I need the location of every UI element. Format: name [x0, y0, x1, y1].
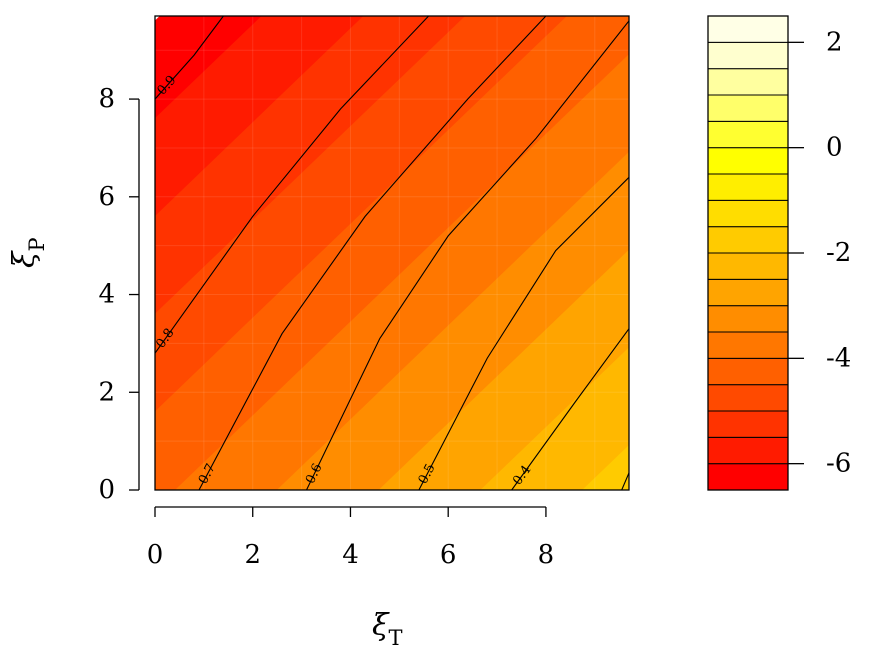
- x-tick-label: 8: [538, 540, 555, 570]
- colorbar-swatch: [707, 120, 789, 149]
- contour-line: [511, 328, 629, 490]
- y-tick-label: 6: [98, 182, 115, 212]
- grid-layer: [155, 16, 629, 490]
- colorbar-swatch: [707, 357, 789, 386]
- colorbar-swatch: [707, 278, 789, 307]
- y-tick-label: 4: [98, 280, 115, 310]
- colorbar-swatch: [707, 226, 789, 254]
- colorbar-swatch: [707, 199, 789, 228]
- x-tick-label: 0: [147, 540, 164, 570]
- colorbar-tick-label: -4: [826, 343, 851, 373]
- plot-frame: [154, 15, 630, 491]
- contour-band: [174, 54, 629, 490]
- colorbar-swatch: [707, 94, 789, 122]
- contour-line: [621, 472, 629, 490]
- contour-line: [155, 16, 429, 354]
- colorbar-swatch: [707, 15, 789, 43]
- colorbar-tick-label: 2: [826, 27, 843, 57]
- contour-band: [155, 16, 629, 490]
- contour-band: [582, 444, 629, 490]
- colorbar-swatch: [707, 305, 789, 333]
- y-tick-label: 2: [98, 377, 115, 407]
- colorbar-swatch: [707, 384, 789, 412]
- colorbar-swatch: [707, 147, 789, 175]
- colorbar-tick-label: -2: [826, 238, 851, 268]
- contour-line: [155, 16, 224, 100]
- colorbar-swatch: [707, 331, 789, 359]
- y-tick-label: 0: [98, 475, 115, 505]
- y-axis-label: ξP: [7, 237, 49, 268]
- contour-line: [306, 20, 629, 490]
- colorbar-tick-label: -6: [826, 449, 851, 479]
- x-tick-label: 2: [244, 540, 261, 570]
- colorbar: 2 0 -2 -4 -6: [707, 15, 851, 491]
- colorbar-swatch: [707, 463, 789, 491]
- x-tick-label: 6: [440, 540, 457, 570]
- colorbar-swatch: [707, 252, 789, 280]
- colorbar-swatch: [707, 436, 789, 465]
- x-axis-label: ξT: [372, 608, 403, 650]
- contour-line: [198, 16, 547, 490]
- colorbar-swatch: [707, 68, 789, 96]
- x-tick-label: 4: [342, 540, 359, 570]
- contour-band: [276, 151, 629, 490]
- contour-fill-layer: [155, 16, 629, 490]
- contour-band: [378, 249, 629, 490]
- colorbar-swatch: [707, 41, 789, 70]
- contour-line: [418, 176, 629, 490]
- y-axis: 0 2 4 6 8: [98, 84, 140, 505]
- x-axis: 0 2 4 6 8: [147, 506, 555, 570]
- colorbar-tick-label: 0: [826, 133, 843, 163]
- y-tick-label: 8: [98, 84, 115, 114]
- colorbar-swatch: [707, 410, 789, 438]
- colorbar-swatch: [707, 173, 789, 201]
